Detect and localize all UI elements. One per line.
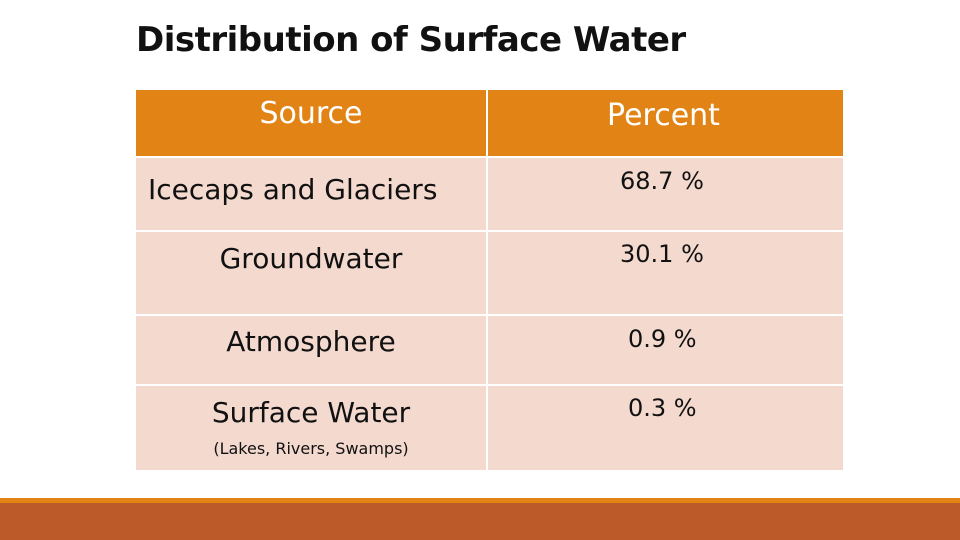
header-percent: Percent [488,90,843,156]
source-subtext: (Lakes, Rivers, Swamps) [213,439,409,458]
table-header-row: Source Percent [136,90,843,158]
table-row: Atmosphere 0.9 % [136,316,843,386]
water-distribution-table: Source Percent Icecaps and Glaciers 68.7… [136,90,843,470]
footer-bar [0,503,960,540]
source-label: Surface Water [211,396,411,429]
slide-title: Distribution of Surface Water [136,20,686,60]
source-cell: Surface Water (Lakes, Rivers, Swamps) [136,386,488,470]
percent-cell: 0.3 % [488,386,843,470]
source-label: Groundwater [219,242,403,275]
footer-accent-bar [0,498,960,503]
percent-value: 0.3 % [628,394,697,422]
percent-cell: 0.9 % [488,316,843,384]
source-label: Icecaps and Glaciers [148,173,438,206]
source-cell: Icecaps and Glaciers [136,158,488,230]
percent-value: 30.1 % [620,240,704,268]
percent-value: 0.9 % [628,325,697,353]
percent-cell: 30.1 % [488,232,843,314]
header-source: Source [136,90,488,156]
source-cell: Atmosphere [136,316,488,384]
table-row: Surface Water (Lakes, Rivers, Swamps) 0.… [136,386,843,470]
source-label: Atmosphere [226,325,396,358]
percent-value: 68.7 % [620,167,704,195]
percent-cell: 68.7 % [488,158,843,230]
source-cell: Groundwater [136,232,488,314]
table-row: Icecaps and Glaciers 68.7 % [136,158,843,232]
table-row: Groundwater 30.1 % [136,232,843,316]
